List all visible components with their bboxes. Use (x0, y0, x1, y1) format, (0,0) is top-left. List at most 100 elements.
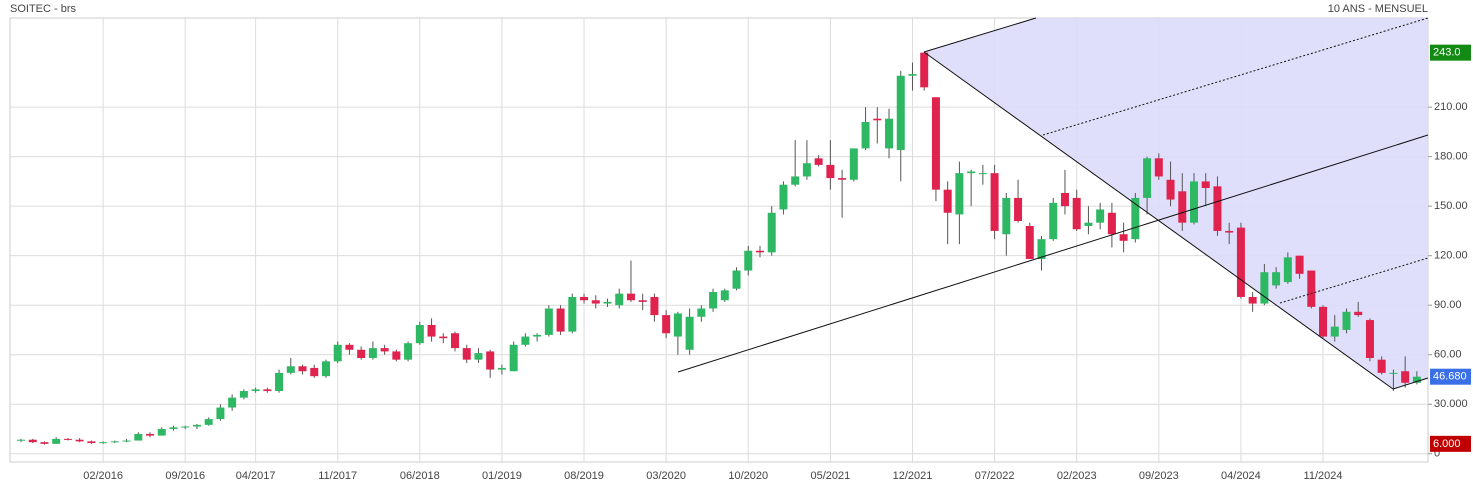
candle-body (439, 336, 448, 339)
y-tick-label: 180.00 (1434, 151, 1468, 163)
candle-body (497, 367, 506, 370)
candle-body (650, 296, 659, 316)
candle-body (732, 270, 741, 289)
candle-body (990, 173, 999, 231)
candle-body (310, 367, 319, 377)
candle-body (1096, 209, 1105, 223)
candle-body (321, 361, 330, 377)
x-tick-label: 11/2017 (318, 470, 357, 482)
candle-body (1330, 326, 1339, 337)
candle-body (110, 441, 119, 443)
candle-body (1190, 181, 1198, 223)
candle-body (697, 308, 706, 317)
candle-body (368, 348, 377, 359)
candle-body (509, 344, 518, 372)
candle-body (239, 391, 248, 398)
candle-body (580, 296, 589, 301)
candle-body (286, 366, 295, 373)
candle-body (626, 293, 635, 301)
candle-body (1166, 179, 1175, 200)
chart-subtitle: 10 ANS - MENSUEL (1328, 3, 1428, 15)
candle-body (955, 173, 964, 215)
candle-body (603, 301, 612, 304)
candle-body (75, 439, 84, 442)
candle-body (263, 389, 272, 392)
candle-body (146, 433, 155, 436)
price-badge (1430, 44, 1471, 61)
x-tick-label: 07/2022 (975, 470, 1015, 482)
candle-body (896, 75, 905, 151)
candle-body (521, 336, 530, 345)
candle-body (1025, 225, 1034, 259)
candle-body (1131, 197, 1140, 240)
candle-body (357, 349, 366, 359)
y-tick-label: 210.00 (1434, 101, 1468, 113)
candle-body (333, 344, 342, 362)
candle-body (838, 178, 847, 180)
candle-body (826, 164, 835, 179)
y-tick-label: 150.00 (1434, 200, 1468, 212)
candle-body (791, 176, 800, 185)
candle-body (685, 316, 694, 350)
candle-body (1107, 212, 1116, 235)
candle-body (1037, 239, 1046, 259)
candle-body (767, 212, 776, 253)
x-tick-label: 10/2020 (728, 470, 768, 482)
candle-body (1178, 191, 1187, 223)
candle-body (1401, 371, 1410, 383)
y-tick-label: 120.00 (1434, 250, 1468, 262)
x-tick-label: 09/2016 (165, 470, 205, 482)
candle-body (744, 250, 753, 271)
candle-body (1272, 272, 1281, 286)
x-tick-label: 12/2021 (893, 470, 933, 482)
candle-body (17, 439, 25, 441)
x-tick-label: 08/2019 (564, 470, 604, 482)
candle-body (204, 419, 213, 425)
y-tick-label: 0 (1434, 448, 1440, 460)
candle-body (1236, 227, 1245, 297)
candle-body (1307, 270, 1316, 307)
candle-body (779, 184, 788, 210)
candle-body (849, 148, 858, 180)
candle-body (87, 441, 96, 444)
candle-body (251, 389, 260, 392)
x-tick-label: 09/2023 (1139, 470, 1179, 482)
x-tick-label: 04/2024 (1221, 470, 1261, 482)
candle-body (1143, 158, 1152, 198)
y-tick-label: 90.00 (1434, 299, 1462, 311)
candle-body (814, 158, 823, 165)
candle-body (392, 351, 401, 360)
drawing-tools (677, 17, 1429, 390)
candle-body (861, 121, 870, 149)
dotted-line (1279, 257, 1429, 304)
candle-body (1225, 230, 1234, 233)
candle-body (228, 397, 237, 408)
x-tick-label: 11/2024 (1304, 470, 1343, 482)
candle-body (638, 300, 647, 302)
price-badge-label: 46.680 (1433, 371, 1467, 383)
candle-body (192, 424, 201, 427)
candle-body (380, 348, 389, 352)
candle-body (169, 427, 178, 429)
pitchfork-area (924, 18, 1428, 389)
candle-body (1248, 296, 1257, 304)
candle-body (1002, 197, 1011, 235)
candle-body (755, 250, 764, 253)
candle-body (1260, 272, 1269, 304)
trend-line (1392, 377, 1429, 390)
candle-body (873, 118, 882, 121)
candle-body (544, 308, 553, 335)
dotted-line (1042, 17, 1429, 136)
candle-body (709, 291, 718, 309)
x-tick-label: 06/2018 (400, 470, 440, 482)
candle-body (1354, 311, 1363, 316)
candle-body (568, 296, 577, 332)
candle-body (1154, 158, 1163, 177)
candle-body (1283, 257, 1292, 283)
candle-body (1201, 181, 1210, 189)
candle-body (451, 333, 460, 349)
candle-body (28, 439, 37, 443)
candle-body (978, 173, 987, 175)
candle-body (1377, 359, 1386, 373)
